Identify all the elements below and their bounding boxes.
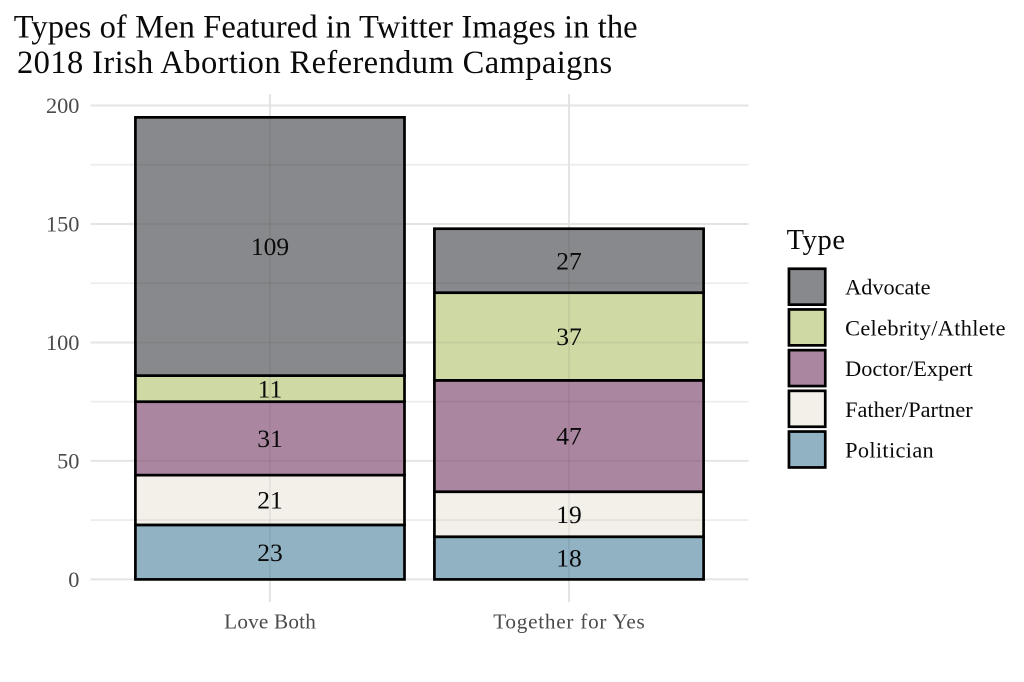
svg-text:50: 50 xyxy=(57,449,79,474)
svg-text:Celebrity/Athlete: Celebrity/Athlete xyxy=(845,315,1006,340)
svg-text:200: 200 xyxy=(46,93,79,118)
svg-text:Type: Type xyxy=(787,225,846,256)
svg-text:Types of Men Featured in Twitt: Types of Men Featured in Twitter Images … xyxy=(14,10,638,46)
svg-text:37: 37 xyxy=(556,322,582,351)
svg-text:21: 21 xyxy=(257,486,283,515)
svg-text:2018 Irish Abortion Referendum: 2018 Irish Abortion Referendum Campaigns xyxy=(17,45,613,81)
svg-text:23: 23 xyxy=(257,538,283,567)
svg-text:18: 18 xyxy=(556,544,582,573)
svg-text:0: 0 xyxy=(68,567,79,592)
svg-text:100: 100 xyxy=(46,330,79,355)
svg-text:Together for Yes: Together for Yes xyxy=(493,610,645,634)
svg-text:27: 27 xyxy=(556,246,582,275)
svg-text:Father/Partner: Father/Partner xyxy=(845,397,973,422)
svg-text:150: 150 xyxy=(46,212,79,237)
svg-text:47: 47 xyxy=(556,422,582,451)
svg-text:11: 11 xyxy=(258,374,283,403)
svg-text:Love Both: Love Both xyxy=(224,610,316,634)
svg-text:19: 19 xyxy=(556,500,582,529)
svg-text:Advocate: Advocate xyxy=(845,275,931,300)
svg-text:Doctor/Expert: Doctor/Expert xyxy=(845,356,973,381)
svg-text:109: 109 xyxy=(251,232,289,261)
svg-text:31: 31 xyxy=(257,424,283,453)
svg-text:Politician: Politician xyxy=(845,438,934,463)
